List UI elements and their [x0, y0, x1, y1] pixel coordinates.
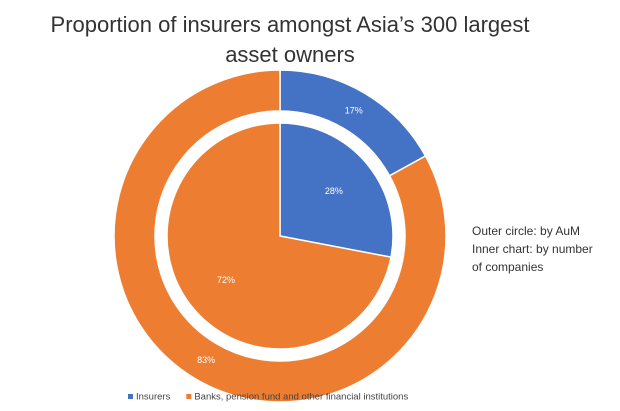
legend-swatch: [128, 394, 133, 399]
value-label: 28%: [325, 186, 343, 196]
chart-title: Proportion of insurers amongst Asia’s 30…: [50, 12, 530, 67]
annotation-line: Outer circle: by AuM: [472, 224, 581, 238]
annotation-line: of companies: [472, 260, 544, 274]
legend-swatch: [186, 394, 192, 399]
legend-label: Insurers: [136, 392, 171, 403]
annotation: Outer circle: by AuM Inner chart: by numb…: [472, 222, 593, 276]
value-label: 17%: [345, 106, 363, 116]
slice: [279, 122, 394, 259]
value-label: 83%: [197, 355, 215, 365]
annotation-line: Inner chart: by number: [472, 242, 593, 256]
value-label: 72%: [217, 275, 235, 285]
slice: [113, 69, 447, 403]
legend-label: Banks, pension fund and other financial …: [194, 392, 408, 403]
slice: [166, 122, 392, 350]
